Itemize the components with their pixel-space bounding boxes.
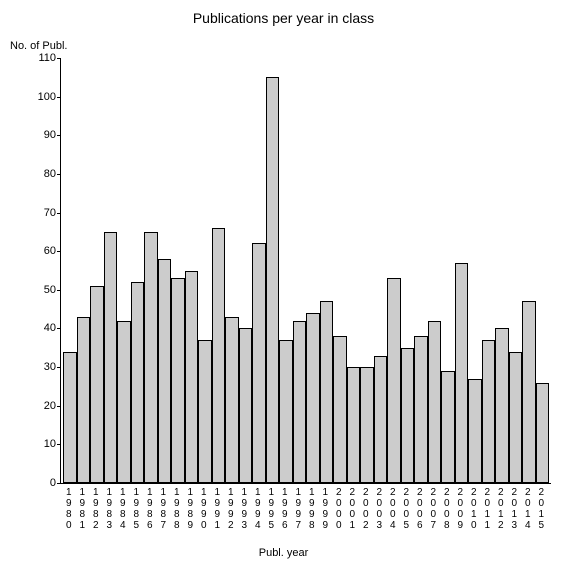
x-tick-label: 1995: [265, 487, 279, 531]
x-tick-label: 1987: [157, 487, 171, 531]
x-tick-label: 2008: [440, 487, 454, 531]
bar: [225, 317, 239, 483]
y-tick-label: 70: [26, 207, 56, 219]
bar: [239, 328, 253, 483]
x-tick-label: 1999: [319, 487, 333, 531]
x-tick-label: 2010: [467, 487, 481, 531]
bar: [428, 321, 442, 483]
bar: [374, 356, 388, 484]
bars: [61, 58, 551, 483]
plot-area: [60, 58, 551, 484]
y-tick-label: 100: [26, 91, 56, 103]
bar: [401, 348, 415, 483]
x-tick-label: 2014: [521, 487, 535, 531]
bar: [77, 317, 91, 483]
bar: [495, 328, 509, 483]
y-axis-label: No. of Publ.: [10, 40, 67, 52]
x-axis-label: Publ. year: [0, 547, 567, 559]
x-tick-label: 1983: [103, 487, 117, 531]
bar: [185, 271, 199, 484]
bar: [441, 371, 455, 483]
bar: [414, 336, 428, 483]
bar: [158, 259, 172, 483]
x-tick-label: 1988: [170, 487, 184, 531]
x-tick-label: 1981: [76, 487, 90, 531]
bar: [320, 301, 334, 483]
bar: [212, 228, 226, 483]
bar: [144, 232, 158, 483]
x-tick-label: 1990: [197, 487, 211, 531]
bar: [306, 313, 320, 483]
x-tick-label: 1997: [292, 487, 306, 531]
x-tick-label: 2005: [400, 487, 414, 531]
bar: [387, 278, 401, 483]
x-tick-label: 1996: [278, 487, 292, 531]
x-tick-label: 2007: [427, 487, 441, 531]
y-tick-label: 50: [26, 284, 56, 296]
chart-title: Publications per year in class: [0, 10, 567, 26]
x-labels: 1980198119821983198419851986198719881989…: [60, 487, 550, 531]
y-tick-label: 30: [26, 361, 56, 373]
bar: [360, 367, 374, 483]
x-tick-label: 1980: [62, 487, 76, 531]
bar: [536, 383, 550, 483]
x-tick-label: 1989: [184, 487, 198, 531]
bar: [266, 77, 280, 483]
x-tick-label: 2002: [359, 487, 373, 531]
bar: [117, 321, 131, 483]
y-tick-label: 90: [26, 129, 56, 141]
y-tick-label: 10: [26, 438, 56, 450]
bar: [279, 340, 293, 483]
bar: [509, 352, 523, 483]
x-tick-label: 2001: [346, 487, 360, 531]
x-tick-label: 1986: [143, 487, 157, 531]
x-tick-label: 2000: [332, 487, 346, 531]
bar: [104, 232, 118, 483]
y-tick-label: 20: [26, 400, 56, 412]
bar: [252, 243, 266, 483]
bar: [63, 352, 77, 483]
x-tick-label: 2009: [454, 487, 468, 531]
bar: [293, 321, 307, 483]
y-tick-mark: [57, 483, 61, 484]
chart-container: Publications per year in class No. of Pu…: [0, 0, 567, 567]
x-tick-label: 1994: [251, 487, 265, 531]
x-tick-label: 2003: [373, 487, 387, 531]
x-tick-label: 2015: [535, 487, 549, 531]
x-tick-label: 2013: [508, 487, 522, 531]
x-tick-label: 2004: [386, 487, 400, 531]
x-tick-label: 1991: [211, 487, 225, 531]
bar: [482, 340, 496, 483]
y-tick-label: 80: [26, 168, 56, 180]
bar: [347, 367, 361, 483]
bar: [131, 282, 145, 483]
x-tick-label: 1998: [305, 487, 319, 531]
y-tick-label: 0: [26, 477, 56, 489]
bar: [198, 340, 212, 483]
x-tick-label: 1985: [130, 487, 144, 531]
x-tick-label: 2012: [494, 487, 508, 531]
bar: [171, 278, 185, 483]
x-tick-label: 1984: [116, 487, 130, 531]
x-tick-label: 1992: [224, 487, 238, 531]
x-tick-label: 1993: [238, 487, 252, 531]
x-tick-label: 2006: [413, 487, 427, 531]
y-tick-label: 40: [26, 322, 56, 334]
bar: [333, 336, 347, 483]
bar: [455, 263, 469, 483]
x-tick-label: 1982: [89, 487, 103, 531]
x-tick-label: 2011: [481, 487, 495, 531]
bar: [468, 379, 482, 483]
y-tick-label: 60: [26, 245, 56, 257]
bar: [522, 301, 536, 483]
y-ticks: 0102030405060708090100110: [24, 58, 60, 483]
y-tick-label: 110: [26, 52, 56, 64]
bar: [90, 286, 104, 483]
